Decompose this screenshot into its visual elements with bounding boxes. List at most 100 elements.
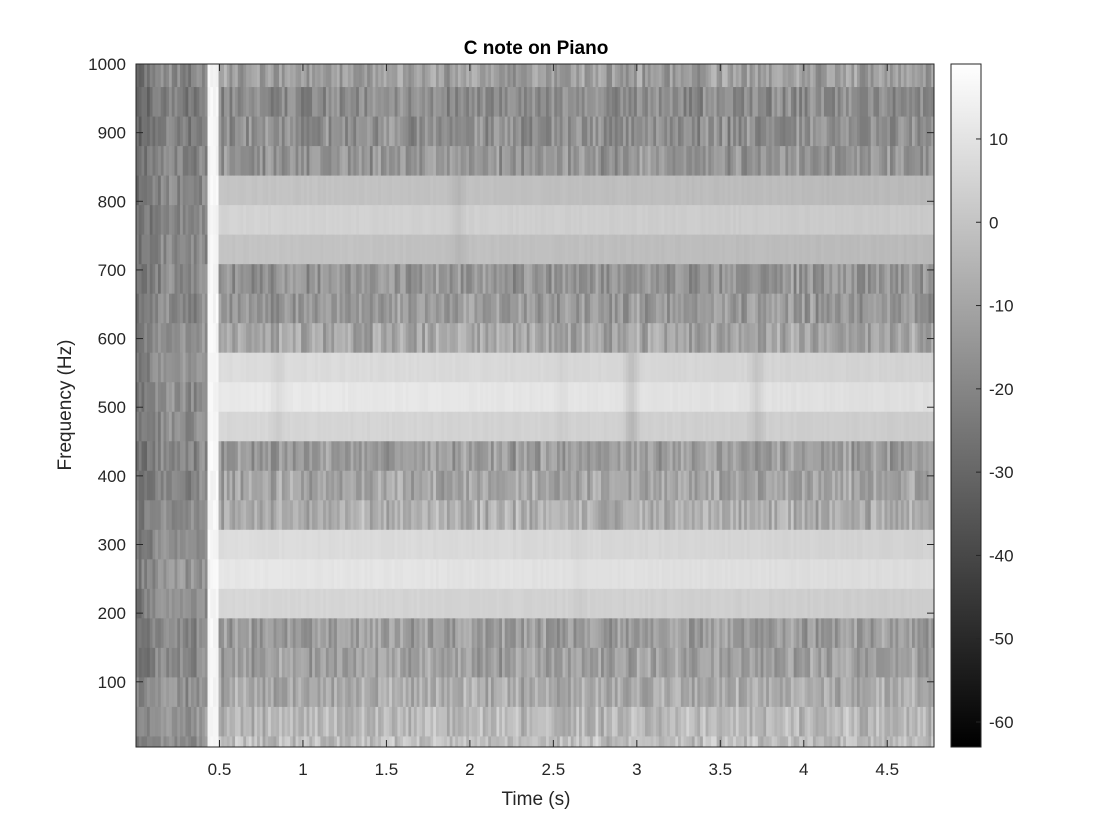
spectrogram-cell (686, 736, 690, 747)
spectrogram-cell (532, 499, 536, 530)
spectrogram-cell (535, 499, 539, 530)
spectrogram-cell (265, 381, 269, 412)
spectrogram-cell (136, 470, 140, 501)
spectrogram-cell (199, 588, 203, 619)
spectrogram-cell (628, 617, 632, 648)
spectrogram-cell (584, 145, 588, 176)
spectrogram-cell (196, 116, 200, 147)
spectrogram-cell (675, 499, 679, 530)
spectrogram-cell (339, 558, 343, 589)
spectrogram-cell (193, 86, 198, 117)
spectrogram-cell (182, 440, 187, 471)
spectrogram-cell (254, 706, 258, 737)
spectrogram-cell (452, 234, 456, 265)
spectrogram-cell (576, 64, 580, 88)
spectrogram-cell (523, 86, 528, 117)
spectrogram-cell (169, 322, 173, 353)
spectrogram-cell (408, 647, 412, 678)
spectrogram-cell (347, 322, 352, 353)
spectrogram-cell (251, 706, 255, 737)
spectrogram-cell (394, 322, 399, 353)
spectrogram-cell (149, 263, 154, 294)
spectrogram-cell (449, 588, 454, 619)
spectrogram-cell (353, 263, 357, 294)
spectrogram-cell (240, 322, 244, 353)
spectrogram-cell (683, 647, 687, 678)
spectrogram-cell (529, 381, 533, 412)
spectrogram-cell (394, 381, 399, 412)
spectrogram-cell (512, 204, 517, 235)
spectrogram-cell (634, 558, 638, 589)
spectrogram-cell (642, 529, 646, 560)
spectrogram-cell (314, 440, 319, 471)
spectrogram-cell (526, 204, 531, 235)
spectrogram-cell (554, 676, 558, 707)
spectrogram-cell (158, 558, 162, 589)
spectrogram-cell (686, 64, 690, 88)
spectrogram-cell (537, 411, 542, 442)
spectrogram-cell (435, 381, 440, 412)
spectrogram-cell (691, 647, 696, 678)
spectrogram-cell (287, 234, 291, 265)
spectrogram-cell (204, 352, 209, 383)
spectrogram-cell (375, 175, 379, 206)
spectrogram-cell (323, 706, 327, 737)
spectrogram-cell (224, 293, 228, 324)
spectrogram-cell (163, 676, 167, 707)
spectrogram-cell (207, 617, 211, 648)
spectrogram-cell (479, 116, 484, 147)
spectrogram-cell (218, 352, 222, 383)
spectrogram-cell (510, 234, 514, 265)
spectrogram-cell (320, 647, 324, 678)
spectrogram-cell (501, 617, 506, 648)
spectrogram-cell (361, 736, 365, 747)
spectrogram-cell (323, 145, 327, 176)
spectrogram-cell (284, 647, 288, 678)
spectrogram-cell (576, 411, 580, 442)
spectrogram-cell (177, 234, 181, 265)
spectrogram-cell (603, 411, 608, 442)
spectrogram-cell (193, 204, 198, 235)
spectrogram-cell (235, 529, 239, 560)
spectrogram-cell (546, 293, 550, 324)
spectrogram-cell (235, 381, 239, 412)
spectrogram-cell (490, 352, 495, 383)
spectrogram-cell (422, 499, 426, 530)
spectrogram-cell (620, 145, 624, 176)
spectrogram-cell (554, 558, 558, 589)
spectrogram-cell (243, 64, 247, 88)
spectrogram-cell (262, 204, 266, 235)
spectrogram-cell (601, 381, 605, 412)
spectrogram-cell (229, 263, 233, 294)
spectrogram-cell (372, 322, 376, 353)
spectrogram-cell (210, 499, 214, 530)
spectrogram-cell (334, 175, 338, 206)
spectrogram-cell (188, 381, 192, 412)
spectrogram-cell (229, 64, 233, 88)
spectrogram-cell (523, 64, 528, 88)
spectrogram-cell (579, 116, 583, 147)
spectrogram-cell (694, 352, 698, 383)
spectrogram-cell (562, 558, 566, 589)
spectrogram-cell (639, 263, 643, 294)
spectrogram-cell (488, 588, 492, 619)
spectrogram-cell (466, 175, 470, 206)
spectrogram-cell (367, 263, 371, 294)
spectrogram-cell (169, 86, 173, 117)
spectrogram-cell (213, 322, 217, 353)
spectrogram-cell (631, 352, 635, 383)
spectrogram-cell (309, 381, 313, 412)
spectrogram-cell (149, 676, 154, 707)
spectrogram-cell (579, 145, 583, 176)
spectrogram-cell (408, 204, 412, 235)
spectrogram-cell (573, 204, 577, 235)
spectrogram-cell (518, 558, 522, 589)
spectrogram-cell (152, 64, 156, 88)
spectrogram-cell (314, 617, 319, 648)
spectrogram-cell (678, 86, 682, 117)
spectrogram-cell (523, 676, 528, 707)
spectrogram-cell (215, 352, 220, 383)
spectrogram-cell (152, 617, 156, 648)
spectrogram-cell (581, 736, 586, 747)
spectrogram-cell (540, 558, 544, 589)
